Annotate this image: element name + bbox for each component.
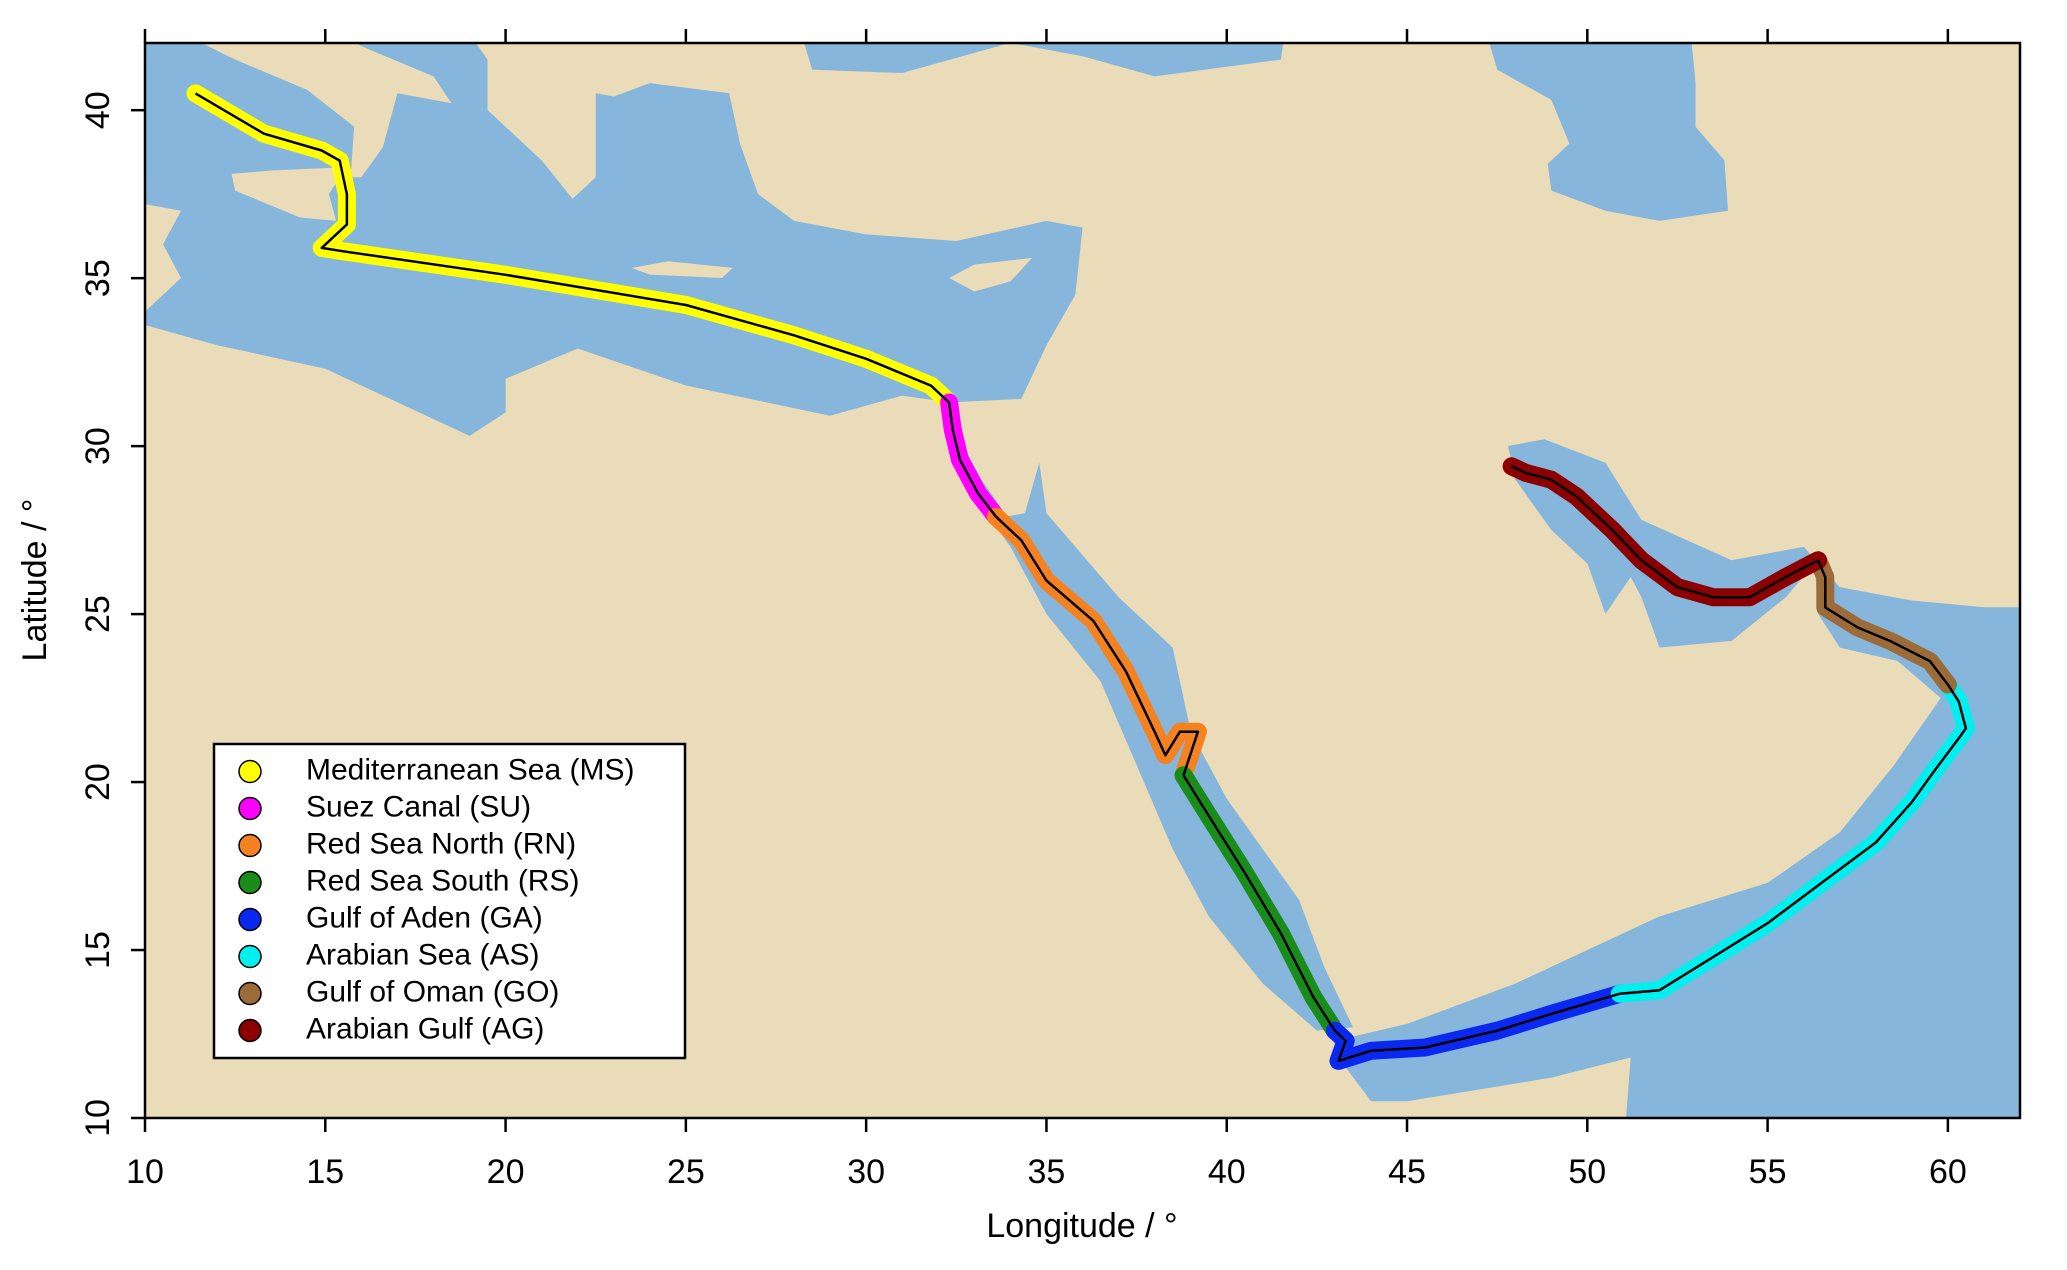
legend-marker	[238, 981, 262, 1006]
y-tick-label: 30	[79, 427, 117, 465]
x-tick-label: 60	[1929, 1153, 1967, 1191]
track-line	[194, 92, 950, 404]
y-tick-label: 35	[79, 259, 117, 297]
y-tick-label: 15	[79, 931, 117, 969]
x-tick-label: 40	[1208, 1153, 1246, 1191]
y-tick-label: 25	[79, 595, 117, 633]
y-tick-label: 40	[79, 91, 117, 129]
x-axis-title: Longitude / °	[986, 1207, 1177, 1245]
x-tick-label: 55	[1749, 1153, 1787, 1191]
track-line	[1511, 465, 1819, 599]
legend-marker	[238, 796, 262, 821]
legend-label: Arabian Sea (AS)	[306, 938, 539, 971]
y-axis-title: Latitude / °	[16, 499, 54, 662]
legend-label: Gulf of Aden (GA)	[306, 901, 543, 934]
legend-label: Gulf of Oman (GO)	[306, 975, 559, 1008]
x-tick-label: 20	[487, 1153, 525, 1191]
track-line	[995, 515, 1200, 776]
x-tick-label: 30	[847, 1153, 885, 1191]
y-tick-label: 20	[79, 763, 117, 801]
track-line	[947, 402, 997, 518]
legend-label: Red Sea North (RN)	[306, 827, 576, 860]
y-tick-label: 10	[79, 1099, 117, 1137]
x-tick-label: 50	[1568, 1153, 1606, 1191]
track-line	[1334, 992, 1621, 1063]
x-tick-label: 25	[667, 1153, 705, 1191]
x-tick-label: 10	[126, 1153, 164, 1191]
legend-marker	[238, 759, 262, 784]
legend-label: Red Sea South (RS)	[306, 864, 579, 897]
track-line	[1182, 774, 1336, 1032]
legend-label: Arabian Gulf (AG)	[306, 1012, 544, 1045]
x-tick-label: 15	[306, 1153, 344, 1191]
black-sea	[804, 43, 1284, 77]
crete	[631, 261, 733, 279]
caspian-sea	[1489, 43, 1729, 221]
legend-marker	[238, 870, 262, 895]
cyprus	[949, 257, 1033, 292]
track-line	[1816, 559, 1949, 686]
sicily	[231, 167, 347, 221]
tracks	[186, 84, 1975, 1070]
legend-marker	[238, 944, 262, 969]
italy	[201, 43, 452, 178]
legend-label: Mediterranean Sea (MS)	[306, 753, 634, 786]
x-tick-label: 45	[1388, 1153, 1426, 1191]
x-tick-label: 35	[1028, 1153, 1066, 1191]
plot-frame	[143, 41, 2022, 1120]
legend-label: Suez Canal (SU)	[306, 790, 531, 823]
legend-marker	[238, 907, 262, 932]
legend-marker	[238, 1018, 262, 1043]
track-line	[1619, 683, 1968, 995]
legend-box	[212, 742, 687, 1060]
indian-ocean	[1334, 439, 2020, 1118]
legend-marker	[238, 833, 262, 858]
